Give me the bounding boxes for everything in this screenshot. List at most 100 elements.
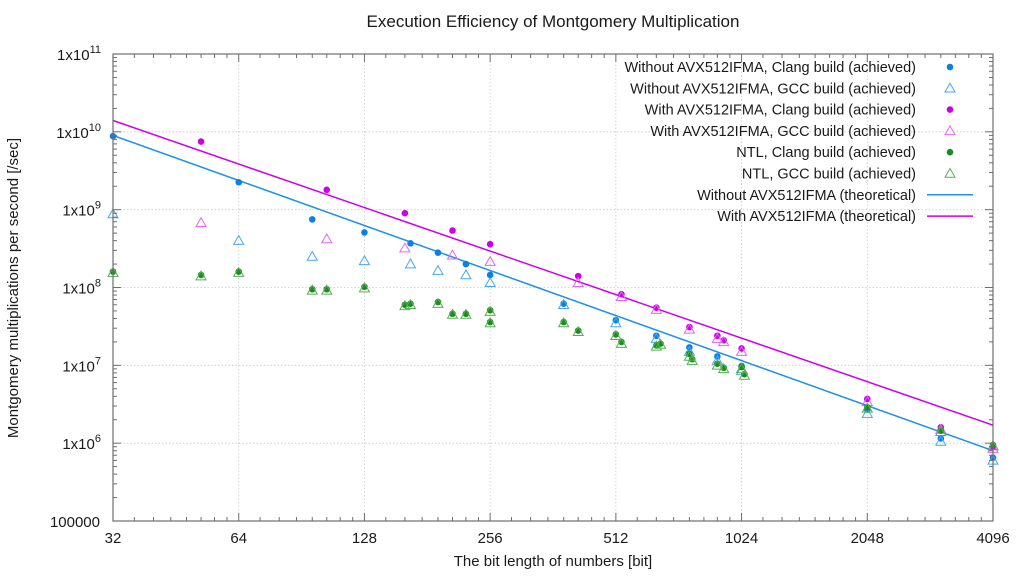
data-point (609, 316, 622, 328)
series-3 (195, 216, 999, 453)
x-tick-label: 32 (105, 530, 122, 547)
data-point (197, 138, 205, 145)
legend-label: With AVX512IFMA (theoretical) (717, 209, 916, 225)
grid-layer (113, 54, 993, 521)
data-point (615, 337, 628, 348)
data-point (934, 425, 947, 437)
legend-marker-swatch (946, 148, 954, 156)
data-point (446, 249, 459, 260)
legend-marker-swatch (946, 63, 954, 71)
data-point (449, 227, 456, 234)
y-axis-label: Montgomery multiplications per second [/… (5, 138, 22, 438)
data-point (574, 272, 582, 280)
y-tick-label: 1x108 (62, 278, 101, 298)
data-point (609, 329, 622, 340)
legend-label: With AVX512IFMA, Clang build (achieved) (645, 103, 916, 119)
legend-label: Without AVX512IFMA, Clang build (achieve… (625, 60, 917, 76)
data-point (361, 229, 368, 236)
data-point (432, 264, 444, 275)
data-point (404, 298, 417, 310)
legend-label: NTL, GCC build (achieved) (742, 167, 916, 183)
x-tick-label: 256 (478, 530, 503, 547)
data-point (460, 268, 472, 280)
data-point (934, 435, 947, 446)
legend-label: Without AVX512IFMA, GCC build (achieved) (630, 81, 916, 97)
data-point (686, 323, 693, 331)
data-point (653, 304, 660, 312)
series-4 (109, 268, 997, 449)
data-point (484, 316, 497, 328)
data-point (486, 271, 494, 279)
theoretical-line (112, 119, 994, 426)
data-point (306, 284, 319, 295)
chart-title: Execution Efficiency of Montgomery Multi… (367, 12, 740, 31)
data-point (308, 216, 316, 223)
data-point (484, 305, 497, 316)
series-7 (112, 119, 994, 426)
legend: Without AVX512IFMA, Clang build (achieve… (625, 60, 973, 225)
data-point (407, 239, 414, 247)
data-point (738, 363, 745, 371)
y-tick-label: 1x109 (62, 200, 101, 220)
y-tick-label: 1x1010 (56, 122, 101, 142)
data-point (446, 308, 459, 319)
data-point (195, 270, 207, 281)
theoretical-line (112, 134, 994, 452)
y-tick-label: 1x107 (62, 355, 101, 375)
data-point (434, 249, 442, 256)
data-point (358, 282, 371, 293)
data-point (735, 345, 748, 356)
data-point (711, 359, 724, 370)
data-point (486, 240, 494, 248)
data-point (557, 316, 570, 328)
tick-layer: 32 64 128 256 512 1024 2048 4096 100000 1x106 1x10… (50, 44, 1010, 547)
data-point (861, 407, 874, 418)
data-point (572, 325, 585, 337)
data-point (434, 298, 442, 306)
x-tick-label: 64 (230, 530, 247, 547)
data-point (683, 323, 696, 334)
data-point (686, 354, 699, 365)
data-point (232, 234, 245, 245)
data-point (320, 232, 333, 244)
data-point (320, 284, 333, 295)
data-point (399, 242, 411, 253)
data-point (462, 260, 470, 268)
data-point (717, 335, 730, 347)
legend-label: With AVX512IFMA, GCC build (achieved) (650, 124, 916, 140)
data-point (358, 254, 371, 266)
data-point (711, 332, 724, 343)
data-point (572, 276, 585, 288)
series-5 (107, 266, 999, 451)
x-tick-label: 512 (603, 530, 628, 547)
data-point (401, 209, 409, 217)
data-point (484, 255, 497, 266)
x-tick-label: 128 (352, 530, 377, 547)
x-axis-label: The bit length of numbers [bit] (454, 553, 652, 570)
data-point (650, 340, 663, 351)
data-point (686, 350, 693, 358)
legend-marker-swatch (946, 106, 954, 113)
data-point (232, 266, 245, 277)
data-point (615, 290, 628, 302)
y-tick-label: 1x106 (62, 433, 101, 453)
x-tick-label: 2048 (851, 530, 884, 547)
data-point (618, 338, 625, 346)
legend-label: NTL, Clang build (achieved) (736, 145, 916, 161)
data-point (654, 338, 667, 349)
data-point (650, 303, 663, 314)
data-point (735, 362, 748, 374)
series-1 (107, 207, 999, 465)
legend-label: Without AVX512IFMA (theoretical) (697, 188, 916, 204)
data-point (235, 178, 243, 186)
legend-marker-swatch (944, 124, 956, 136)
data-point (717, 362, 730, 374)
legend-marker-swatch (944, 82, 956, 93)
data-point (738, 369, 751, 380)
data-point (195, 216, 207, 227)
y-tick-label: 100000 (50, 514, 100, 531)
data-point (714, 360, 721, 367)
data-point (484, 276, 497, 288)
data-point (323, 186, 331, 194)
data-point (404, 258, 417, 269)
